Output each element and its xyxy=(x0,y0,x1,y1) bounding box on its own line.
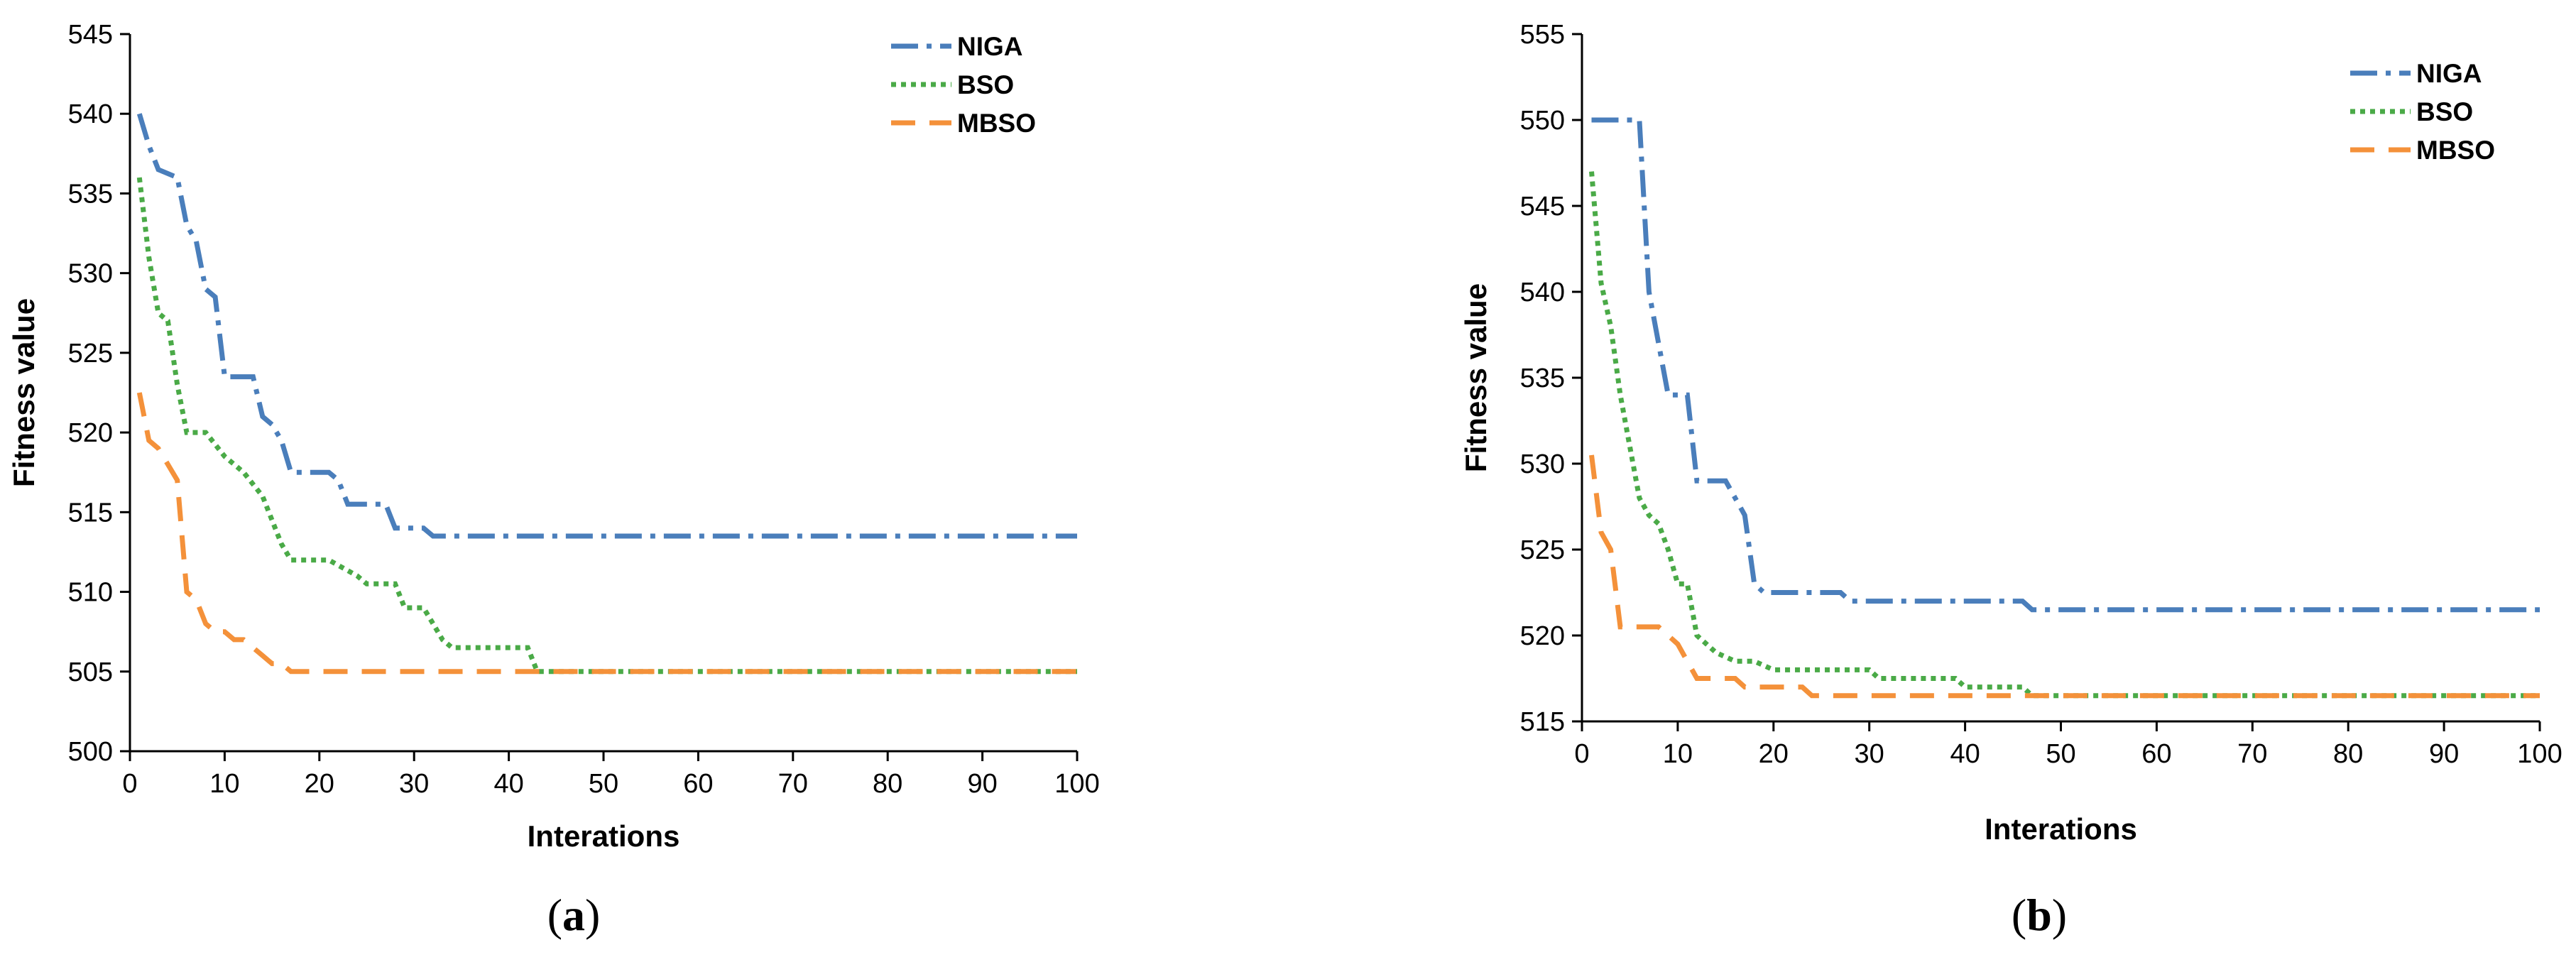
chart-panel-a: 0 10 20 30 40 50 60 70 80 90 100 500 505 510 515 520 525… xyxy=(7,20,1100,940)
y-tick-label-a-505: 505 xyxy=(68,657,113,687)
y-tick-label-b-540: 540 xyxy=(1520,278,1565,307)
series-line-b-mbso xyxy=(1589,454,2540,699)
x-tick-label-a-100: 100 xyxy=(1054,769,1099,799)
x-tick-label-a-30: 30 xyxy=(399,769,429,799)
x-tick-label-b-0: 0 xyxy=(1574,739,1589,769)
y-axis-title-b: Fitness value xyxy=(1459,283,1492,472)
legend-label-b-mbso: MBSO xyxy=(2416,136,2495,165)
y-tick-label-a-535: 535 xyxy=(68,179,113,209)
series-line-b-niga xyxy=(1591,117,2540,613)
y-tick-label-a-515: 515 xyxy=(68,498,113,528)
y-tick-label-b-535: 535 xyxy=(1520,364,1565,393)
legend-label-a-bso: BSO xyxy=(957,70,1014,99)
y-tick-label-a-525: 525 xyxy=(68,339,113,369)
x-tick-label-b-100: 100 xyxy=(2517,739,2562,769)
x-tick-label-a-60: 60 xyxy=(683,769,713,799)
x-axis-title-b: Interations xyxy=(1985,812,2137,846)
y-tick-label-b-545: 545 xyxy=(1520,192,1565,222)
x-tick-label-b-10: 10 xyxy=(1663,739,1693,769)
y-tick-label-a-540: 540 xyxy=(68,99,113,129)
y-tick-label-b-530: 530 xyxy=(1520,449,1565,479)
x-tick-label-a-50: 50 xyxy=(589,769,618,799)
ticks-a: 0 10 20 30 40 50 60 70 80 90 100 500 505 510 515 520 525… xyxy=(68,20,1100,799)
series-line-a-mbso xyxy=(136,392,1077,675)
x-axis-title-a: Interations xyxy=(528,819,680,853)
x-tick-label-a-20: 20 xyxy=(305,769,334,799)
legend-b: NIGA BSO MBSO xyxy=(2350,59,2495,165)
panel-label-b: (b) xyxy=(2012,890,2067,940)
x-tick-label-a-0: 0 xyxy=(122,769,137,799)
y-tick-label-b-550: 550 xyxy=(1520,106,1565,136)
x-tick-label-b-60: 60 xyxy=(2141,739,2171,769)
series-line-b-bso xyxy=(1589,171,2540,699)
y-tick-label-b-555: 555 xyxy=(1520,20,1565,50)
y-tick-label-b-525: 525 xyxy=(1520,535,1565,565)
x-tick-label-a-10: 10 xyxy=(209,769,239,799)
x-tick-label-a-90: 90 xyxy=(967,769,997,799)
y-tick-label-a-500: 500 xyxy=(68,737,113,767)
x-tick-label-b-90: 90 xyxy=(2429,739,2459,769)
x-tick-label-b-50: 50 xyxy=(2046,739,2075,769)
ticks-b: 0 10 20 30 40 50 60 70 80 90 100 515 520 525 530 535 540… xyxy=(1520,20,2563,769)
series-layer-a xyxy=(136,113,1077,675)
x-tick-label-b-30: 30 xyxy=(1855,739,1884,769)
x-tick-label-b-70: 70 xyxy=(2237,739,2267,769)
series-layer-b xyxy=(1589,117,2540,699)
y-tick-label-b-515: 515 xyxy=(1520,707,1565,737)
legend-a: NIGA BSO MBSO xyxy=(891,32,1036,138)
legend-label-a-niga: NIGA xyxy=(957,32,1023,61)
x-tick-label-b-20: 20 xyxy=(1759,739,1789,769)
chart-panel-b: 0 10 20 30 40 50 60 70 80 90 100 515 520 525 530 535 540… xyxy=(1459,20,2563,940)
x-tick-label-a-70: 70 xyxy=(778,769,808,799)
y-tick-label-a-530: 530 xyxy=(68,259,113,289)
x-tick-label-b-80: 80 xyxy=(2333,739,2363,769)
panel-label-a: (a) xyxy=(547,890,601,940)
y-tick-label-b-520: 520 xyxy=(1520,621,1565,651)
y-axis-title-a: Fitness value xyxy=(7,298,40,487)
legend-label-b-niga: NIGA xyxy=(2416,59,2482,88)
panel-label-a-letter: a xyxy=(562,890,585,940)
series-line-a-niga xyxy=(136,113,1077,539)
x-tick-label-a-80: 80 xyxy=(873,769,902,799)
y-tick-label-a-545: 545 xyxy=(68,20,113,50)
legend-label-b-bso: BSO xyxy=(2416,97,2473,126)
panel-label-b-letter: b xyxy=(2026,890,2052,940)
legend-label-a-mbso: MBSO xyxy=(957,109,1036,138)
y-tick-label-a-520: 520 xyxy=(68,418,113,448)
series-line-a-bso xyxy=(136,177,1077,675)
y-tick-label-a-510: 510 xyxy=(68,578,113,608)
x-tick-label-b-40: 40 xyxy=(1950,739,1980,769)
x-tick-label-a-40: 40 xyxy=(493,769,523,799)
